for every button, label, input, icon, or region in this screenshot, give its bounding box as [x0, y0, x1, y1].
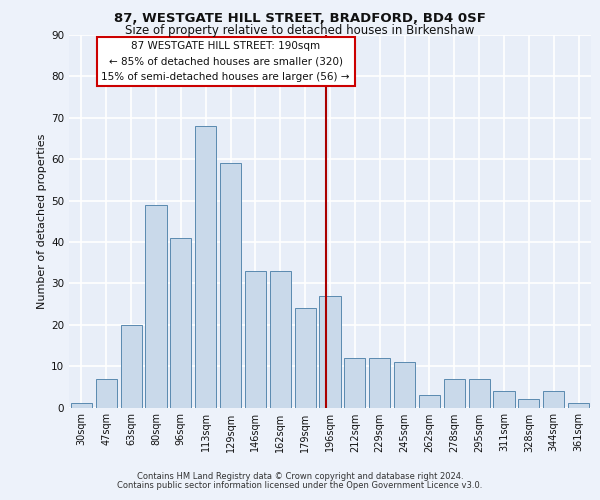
- Bar: [493, 391, 515, 407]
- Bar: [145, 204, 167, 408]
- Bar: [121, 324, 142, 407]
- Bar: [170, 238, 191, 408]
- Bar: [419, 395, 440, 407]
- Text: Contains public sector information licensed under the Open Government Licence v3: Contains public sector information licen…: [118, 481, 482, 490]
- Bar: [245, 271, 266, 407]
- Bar: [195, 126, 216, 408]
- Bar: [319, 296, 341, 408]
- Bar: [518, 399, 539, 407]
- Bar: [344, 358, 365, 408]
- Bar: [295, 308, 316, 408]
- Bar: [96, 378, 117, 408]
- Text: 87, WESTGATE HILL STREET, BRADFORD, BD4 0SF: 87, WESTGATE HILL STREET, BRADFORD, BD4 …: [114, 12, 486, 26]
- Text: Contains HM Land Registry data © Crown copyright and database right 2024.: Contains HM Land Registry data © Crown c…: [137, 472, 463, 481]
- Bar: [469, 378, 490, 408]
- Text: Size of property relative to detached houses in Birkenshaw: Size of property relative to detached ho…: [125, 24, 475, 37]
- Text: 87 WESTGATE HILL STREET: 190sqm
← 85% of detached houses are smaller (320)
15% o: 87 WESTGATE HILL STREET: 190sqm ← 85% of…: [101, 41, 350, 82]
- Bar: [71, 404, 92, 407]
- Bar: [270, 271, 291, 407]
- Y-axis label: Number of detached properties: Number of detached properties: [37, 134, 47, 309]
- Bar: [369, 358, 390, 408]
- Bar: [444, 378, 465, 408]
- Bar: [568, 404, 589, 407]
- Bar: [220, 164, 241, 408]
- Bar: [543, 391, 564, 407]
- Bar: [394, 362, 415, 408]
